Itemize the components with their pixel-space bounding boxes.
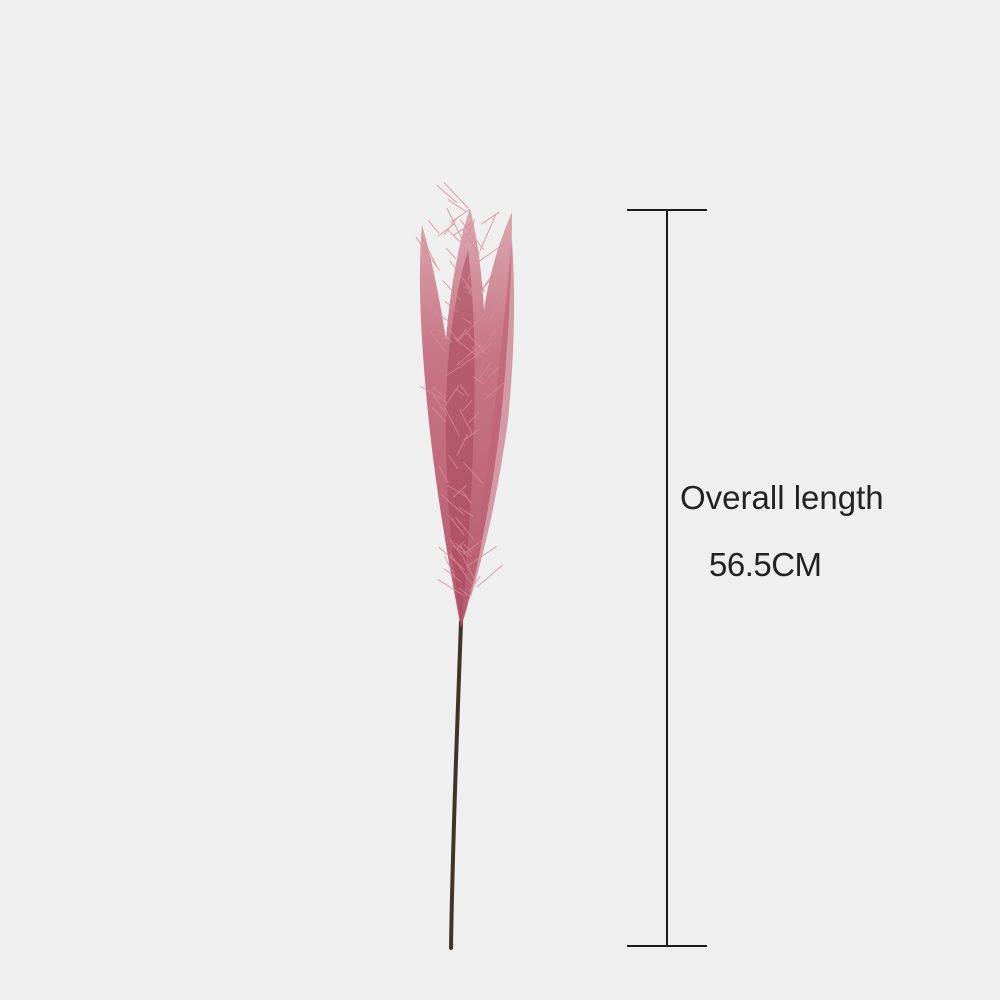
plume-strand xyxy=(478,245,502,263)
plume-strands xyxy=(415,182,508,597)
plume-strand xyxy=(450,208,470,224)
plume-strand xyxy=(456,343,483,366)
plume-strand xyxy=(436,184,458,204)
measurement-title: Overall length xyxy=(680,479,884,516)
plume-strand xyxy=(444,300,458,312)
plume-strand xyxy=(479,213,497,252)
plume-strand xyxy=(487,366,500,379)
plume-strand xyxy=(489,292,507,320)
plume-strand xyxy=(443,568,462,583)
plume-strand xyxy=(462,399,473,412)
plume-strand xyxy=(440,493,465,515)
plume-strand xyxy=(465,283,482,315)
plume-strand xyxy=(456,328,468,342)
plume-strand xyxy=(467,259,478,281)
plume-strand xyxy=(446,207,464,242)
plume-strand xyxy=(464,219,476,244)
plume-strand xyxy=(449,260,474,293)
plume-strand xyxy=(461,229,480,254)
plume-strand xyxy=(459,218,485,251)
plume-strand xyxy=(455,389,465,396)
plume-strand xyxy=(467,291,482,301)
plume-strand xyxy=(432,393,448,417)
plume-strand xyxy=(431,386,447,398)
plume-strand xyxy=(438,546,465,571)
plume-strand xyxy=(464,330,487,355)
plume-strand xyxy=(427,220,440,234)
plume-strand xyxy=(438,328,453,343)
plume-strand xyxy=(421,298,440,314)
plume-strand xyxy=(458,587,471,597)
plume-strand xyxy=(451,545,466,555)
plume-strand xyxy=(471,345,483,359)
plume-strand xyxy=(456,434,469,456)
plume-strand xyxy=(431,406,447,423)
plume-strand xyxy=(428,329,446,353)
plume-strand xyxy=(476,275,486,293)
plume-strand xyxy=(466,545,498,567)
plume-strand xyxy=(468,412,480,423)
stem xyxy=(449,620,463,950)
plume-strand xyxy=(443,216,459,236)
plume-strand xyxy=(462,317,473,325)
plume-strand xyxy=(437,223,456,237)
plume-strand xyxy=(481,261,502,291)
plume-strand xyxy=(459,545,469,558)
plume-strand xyxy=(479,276,493,294)
plume-strand xyxy=(448,515,465,536)
plume-strand xyxy=(447,229,461,243)
measurement-value: 56.5CM xyxy=(709,546,822,583)
plume-strand xyxy=(457,312,487,342)
plume-strand xyxy=(437,578,466,597)
plume-strand xyxy=(459,409,474,435)
plume-strand xyxy=(449,553,475,587)
plume-strand xyxy=(442,280,461,301)
plume-strand xyxy=(476,363,491,381)
plume-strand xyxy=(472,375,484,385)
plume-strand xyxy=(463,539,483,555)
plume-strand xyxy=(459,383,470,397)
plume-strand xyxy=(476,564,504,588)
plume-strand xyxy=(463,428,481,441)
plume-strand xyxy=(458,506,474,517)
plume-strand xyxy=(455,516,474,540)
plume-strand xyxy=(453,222,472,236)
plume-strand xyxy=(462,461,484,484)
plume-strand xyxy=(443,182,469,209)
plume-strand xyxy=(474,330,497,358)
plume-strand xyxy=(455,541,465,551)
plume-strand xyxy=(444,385,459,407)
plume-strand xyxy=(461,555,475,579)
plume-strand xyxy=(447,199,467,213)
plume-strand xyxy=(445,355,476,377)
plume xyxy=(419,208,515,628)
plume-strand xyxy=(449,539,462,556)
plume-strand xyxy=(444,555,456,578)
plume-strand xyxy=(445,247,457,260)
plume-strand xyxy=(447,484,468,498)
plume-strand xyxy=(452,484,467,498)
plume-strand xyxy=(483,380,508,400)
plume-strand xyxy=(480,342,493,354)
plume-strand xyxy=(432,310,453,325)
plume-strand xyxy=(447,454,459,469)
plume-strand xyxy=(455,542,472,557)
plume-strand xyxy=(468,575,481,592)
plume-strand xyxy=(421,236,437,267)
plume-strand xyxy=(463,543,473,554)
plume-strand xyxy=(438,465,449,484)
plume-strand xyxy=(444,406,461,437)
plume-strand xyxy=(449,329,459,342)
